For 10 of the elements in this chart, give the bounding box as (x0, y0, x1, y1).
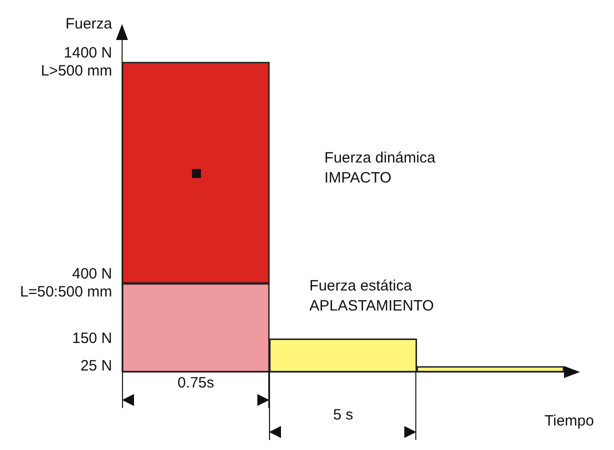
y-tick-label: 25 N (80, 358, 112, 375)
x-axis-title: Tiempo (544, 412, 594, 430)
y-tick-label: 1400 N L>500 mm (40, 44, 112, 80)
annotation: Fuerza estática APLASTAMIENTO (309, 277, 434, 314)
text: 5 s (333, 406, 354, 424)
text: 0.75s (177, 374, 214, 392)
y-tick-label: 400 N L=50:500 mm (20, 266, 112, 301)
y-tick-label: 150 N (72, 330, 112, 347)
annotation: Fuerza dinámica IMPACTO (324, 149, 436, 186)
y-axis-title: Fuerza (65, 16, 113, 33)
